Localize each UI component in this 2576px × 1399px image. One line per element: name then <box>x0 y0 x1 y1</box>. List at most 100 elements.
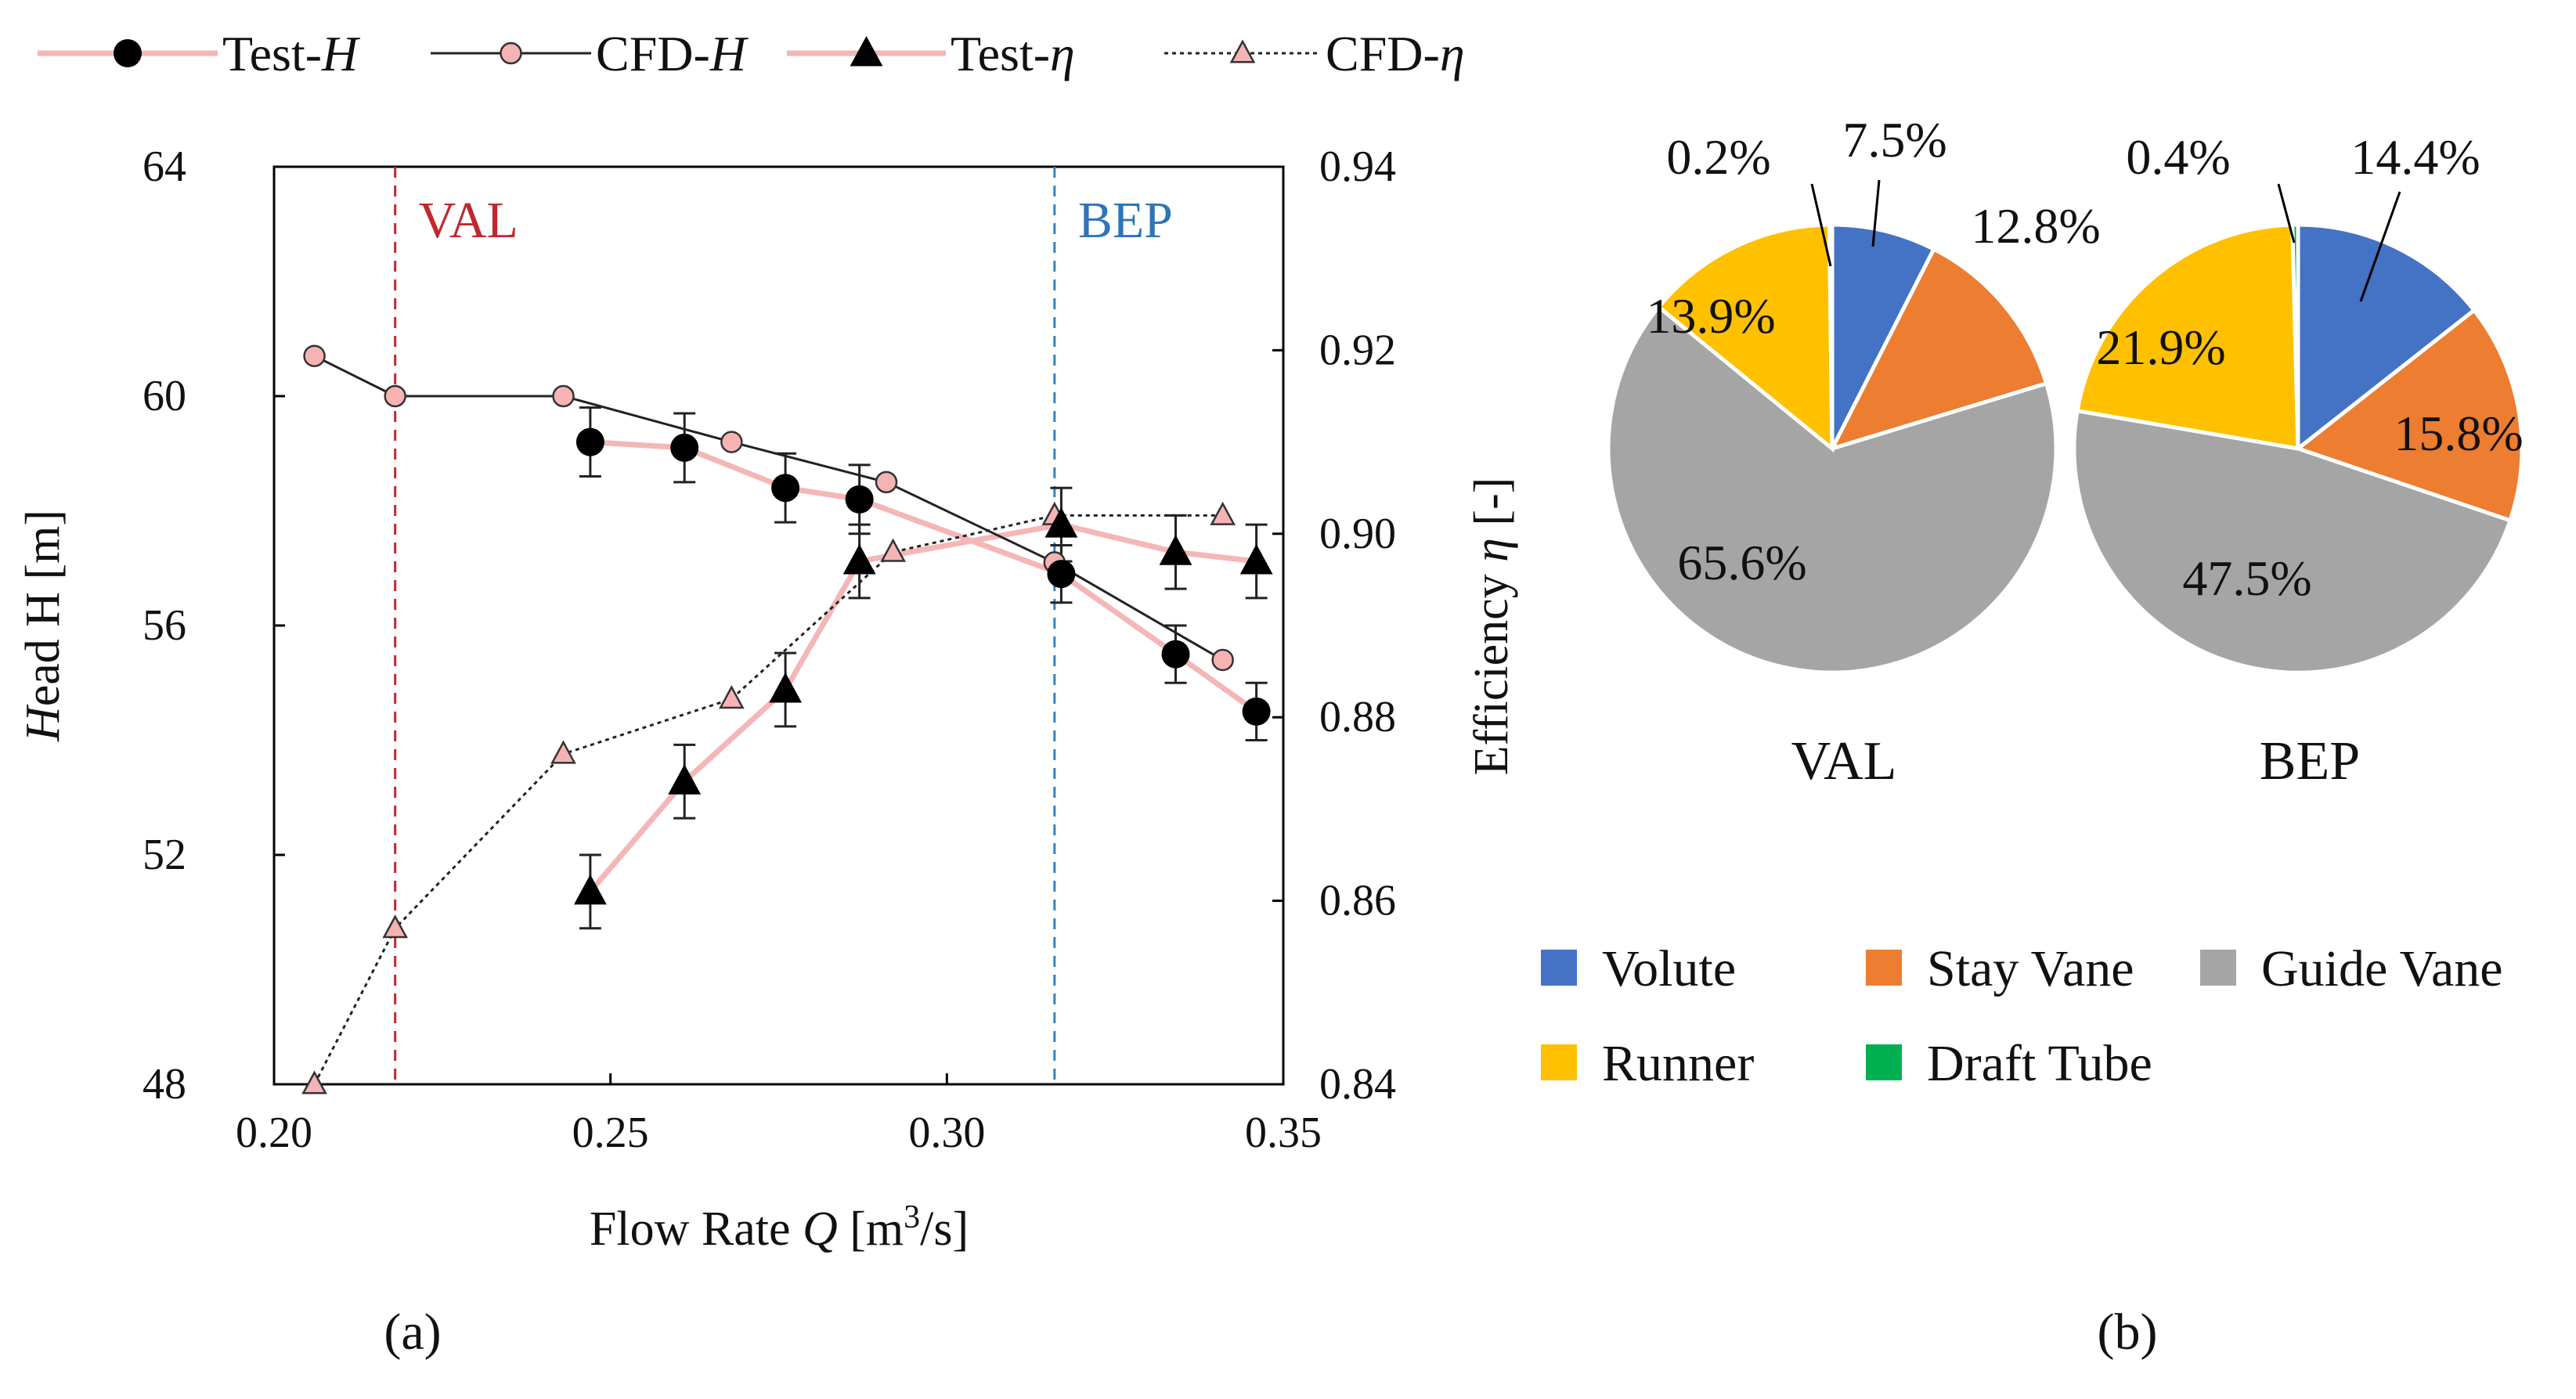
pie-charts: 7.5% 12.8% 65.6% 13.9% 0.2% VAL 14.4% 15.8% 47.5… <box>1606 112 2524 791</box>
pie-slice-volute <box>1830 222 1937 450</box>
line-chart-panel: Test-H CFD-H Test-η CFD-η VAL BEP 0.20 0.25 0.… <box>16 26 1518 1361</box>
reference-lines: VAL BEP <box>394 167 1173 1084</box>
cfd-h-point <box>875 471 898 494</box>
y-tick-label: 48 <box>143 1060 186 1109</box>
pie-chart-panel: 7.5% 12.8% 65.6% 13.9% 0.2% VAL 14.4% 15.8% 47.5… <box>1541 112 2524 1361</box>
legend-label: Test-H <box>222 26 361 81</box>
pie-value-label: 14.4% <box>2351 129 2480 185</box>
test-eta-point <box>1239 543 1273 575</box>
test-h-point <box>575 427 604 456</box>
test-h-point <box>1161 640 1190 669</box>
legend-label: CFD-η <box>1326 26 1465 81</box>
legend-label: CFD-H <box>596 26 749 81</box>
series-line-cfd-h <box>313 355 1224 662</box>
test-h-point <box>1242 697 1271 726</box>
pie-leader-line <box>2359 191 2401 302</box>
legend-label: Stay Vane <box>1927 940 2134 997</box>
pie-value-label: 21.9% <box>2096 319 2225 375</box>
pie-slice-draft-tube <box>1827 222 1835 449</box>
cfd-eta-point <box>550 740 576 764</box>
legend-swatch-guide-vane <box>2200 950 2236 986</box>
test-eta-point <box>573 874 607 905</box>
cfd-h-point <box>1211 648 1234 672</box>
cfd-eta-point <box>382 914 409 939</box>
reference-label-bep: BEP <box>1078 192 1173 249</box>
data-series <box>301 344 1273 1094</box>
pie-value-label: 13.9% <box>1646 288 1775 344</box>
x-tick-label: 0.35 <box>1245 1109 1322 1157</box>
test-eta-point <box>668 764 702 795</box>
pie-slice-stay-vane <box>2293 307 2524 523</box>
legend-marker-test-h <box>114 39 142 67</box>
test-eta-point <box>1044 507 1078 538</box>
y2-tick-label: 0.92 <box>1319 326 1396 374</box>
legend-label: Test-η <box>951 26 1075 81</box>
pie-leader-line <box>1871 179 1881 247</box>
pie-value-label: 0.4% <box>2126 129 2230 185</box>
y-axis-label: Head H [m] <box>16 510 70 742</box>
pie-value-label: 15.8% <box>2394 406 2523 461</box>
legend-label: Runner <box>1602 1035 1754 1092</box>
x-tick-label: 0.25 <box>572 1109 649 1157</box>
pie-value-label: 65.6% <box>1677 535 1806 590</box>
legend-marker-test-eta <box>850 36 883 67</box>
cfd-eta-point <box>880 538 906 562</box>
panel-label-a: (a) <box>384 1303 441 1361</box>
legend-swatch-volute <box>1541 950 1577 986</box>
pie-slice-guide-vane <box>1606 304 2058 675</box>
y2-tick-label: 0.88 <box>1319 693 1396 741</box>
pie-slice-runner <box>2075 222 2300 451</box>
legend-swatch-stay-vane <box>1866 950 1902 986</box>
x-axis-label: Flow Rate Q [m3/s] <box>590 1199 969 1256</box>
series-line-cfd-eta <box>313 514 1223 1085</box>
legend-label: Draft Tube <box>1927 1035 2152 1092</box>
legend-swatch-draft-tube <box>1866 1044 1902 1080</box>
legend-label: Guide Vane <box>2261 940 2503 997</box>
test-eta-point <box>842 543 876 575</box>
pie-slice-guide-vane <box>2072 408 2513 675</box>
legend-swatch-runner <box>1541 1044 1577 1080</box>
test-h-point <box>1047 560 1076 589</box>
pie-leader-line <box>2277 183 2296 243</box>
y-tick-label: 52 <box>143 831 186 879</box>
series-line-test-eta <box>588 521 1257 894</box>
pie-slice-runner <box>1655 222 1835 453</box>
cfd-eta-point <box>1210 501 1236 525</box>
pie-value-label: 7.5% <box>1842 112 1946 168</box>
cfd-eta-point <box>301 1070 327 1094</box>
cfd-h-point <box>384 384 406 408</box>
legend-label: Volute <box>1602 940 1736 997</box>
test-eta-point <box>1159 535 1192 565</box>
legend-marker-cfd-h <box>500 41 522 65</box>
chart-legend: Test-H CFD-H Test-η CFD-η <box>38 26 1465 81</box>
x-tick-label: 0.20 <box>236 1109 312 1157</box>
pie-value-label: 12.8% <box>1971 198 2100 254</box>
test-h-point <box>670 433 699 462</box>
y2-tick-label: 0.86 <box>1319 877 1396 925</box>
y2-tick-label: 0.84 <box>1319 1060 1396 1109</box>
y2-axis-label: Efficiency η [-] <box>1465 478 1518 776</box>
pie-slice-draft-tube <box>2290 222 2300 449</box>
y-tick-label: 60 <box>143 372 186 420</box>
pie-value-label: 47.5% <box>2182 550 2311 606</box>
pie-title: VAL <box>1791 731 1897 791</box>
cfd-eta-point <box>718 685 745 709</box>
y2-tick-label: 0.90 <box>1319 510 1396 558</box>
pie-legend: Volute Stay Vane Guide Vane Runner Draft Tub… <box>1541 940 2503 1092</box>
test-h-point <box>845 485 874 514</box>
pie-value-label: 0.2% <box>1666 129 1770 185</box>
y2-tick-label: 0.94 <box>1319 142 1396 191</box>
y-tick-label: 64 <box>143 142 186 191</box>
panel-label-b: (b) <box>2098 1303 2158 1361</box>
y-tick-label: 56 <box>143 601 186 650</box>
reference-label-val: VAL <box>419 192 518 249</box>
cfd-h-point <box>552 384 575 408</box>
pie-slice-volute <box>2296 222 2477 453</box>
axes: 0.20 0.25 0.30 0.35 48 52 56 60 64 0.84 0.86 0.88 0.… <box>143 142 1396 1157</box>
test-eta-point <box>769 672 802 703</box>
cfd-h-point <box>303 344 326 367</box>
legend-marker-cfd-eta <box>1229 39 1256 63</box>
test-h-point <box>771 474 800 503</box>
x-tick-label: 0.30 <box>908 1109 985 1157</box>
